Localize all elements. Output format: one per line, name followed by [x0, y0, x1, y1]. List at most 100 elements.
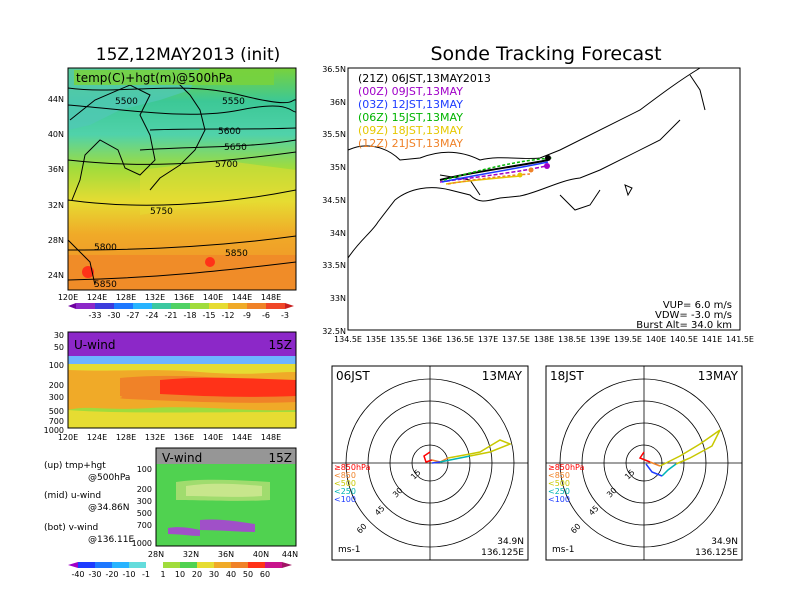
svg-text:140E: 140E	[646, 335, 666, 344]
svg-text:30: 30	[209, 570, 219, 579]
svg-text:VDW= -3.0 m/s: VDW= -3.0 m/s	[655, 310, 732, 321]
track-map-lat-ticks: 36.5N 36N 35.5N 35N 34.5N 34N 33.5N 33N …	[322, 65, 346, 336]
svg-text:-18: -18	[183, 311, 196, 320]
svg-text:5850: 5850	[225, 249, 248, 259]
svg-text:<500: <500	[548, 479, 570, 488]
svg-text:60: 60	[260, 570, 270, 579]
track-15jst	[443, 157, 553, 181]
svg-text:40: 40	[226, 570, 236, 579]
svg-text:124E: 124E	[87, 293, 107, 302]
hodo2-loc2: 136.125E	[695, 548, 738, 558]
svg-text:-6: -6	[262, 311, 270, 320]
svg-text:5750: 5750	[150, 207, 173, 217]
svg-text:≥850hPa: ≥850hPa	[548, 463, 585, 472]
svg-text:-30: -30	[88, 570, 101, 579]
svg-text:140E: 140E	[203, 293, 223, 302]
hodo2-date: 13MAY	[698, 369, 739, 383]
svg-text:300: 300	[137, 497, 152, 506]
panel-legend-text: (up) tmp+hgt @500hPa (mid) u-wind @34.86…	[44, 461, 134, 545]
vwind-colorbar-labels: -40 -30 -20 -10 -1 1 10 20 30 40 50 60	[71, 570, 270, 579]
svg-text:40N: 40N	[253, 550, 269, 559]
svg-text:500: 500	[49, 407, 64, 416]
svg-text:138E: 138E	[534, 335, 554, 344]
svg-text:1000: 1000	[44, 426, 64, 435]
svg-text:139E: 139E	[590, 335, 610, 344]
hodo1-unit: ms-1	[338, 545, 360, 555]
hodograph-18jst	[545, 365, 743, 561]
svg-text:(up) tmp+hgt: (up) tmp+hgt	[44, 461, 106, 471]
svg-text:135E: 135E	[366, 335, 386, 344]
svg-text:132E: 132E	[145, 433, 165, 442]
legend-18jst: (09Z) 18JST,13MAY	[358, 124, 463, 137]
svg-text:5800: 5800	[94, 243, 117, 253]
legend-12jst: (03Z) 12JST,13MAY	[358, 98, 463, 111]
legend-09jst: (00Z) 09JST,13MAY	[358, 85, 463, 98]
svg-text:40N: 40N	[48, 130, 64, 139]
hodo2-unit: ms-1	[552, 545, 574, 555]
svg-text:132E: 132E	[145, 293, 165, 302]
hodo2-level-legend: ≥850hPa <850 <500 <250 <100	[548, 463, 585, 504]
svg-text:50: 50	[243, 570, 253, 579]
hodo1-time: 06JST	[336, 369, 370, 383]
svg-text:1: 1	[160, 570, 165, 579]
svg-text:≥850hPa: ≥850hPa	[334, 463, 371, 472]
legend-21jst: (12Z) 21JST,13MAY	[358, 137, 463, 150]
svg-text:<250: <250	[548, 487, 570, 496]
uwind-time: 15Z	[269, 338, 293, 352]
hodo1-ring-labels: 15 30 45 60	[355, 468, 423, 536]
svg-text:36N: 36N	[330, 98, 346, 107]
svg-text:148E: 148E	[261, 433, 281, 442]
temp-colorbar	[68, 303, 294, 309]
svg-text:<500: <500	[334, 479, 356, 488]
svg-text:<250: <250	[334, 487, 356, 496]
svg-text:<100: <100	[334, 495, 356, 504]
svg-text:-20: -20	[105, 570, 118, 579]
track-12jst	[441, 161, 549, 183]
track-09jst	[439, 165, 547, 183]
svg-text:136E: 136E	[174, 433, 194, 442]
svg-text:-12: -12	[221, 311, 234, 320]
svg-text:144E: 144E	[232, 433, 252, 442]
vwind-panel	[155, 447, 297, 547]
svg-text:5550: 5550	[222, 97, 245, 107]
svg-text:<850: <850	[334, 471, 356, 480]
svg-text:138.5E: 138.5E	[558, 335, 586, 344]
sonde-tracks	[439, 155, 553, 185]
legend-15jst: (06Z) 15JST,13MAY	[358, 111, 463, 124]
svg-text:148E: 148E	[261, 293, 281, 302]
svg-text:32.5N: 32.5N	[322, 327, 346, 336]
svg-text:5500: 5500	[115, 97, 138, 107]
svg-text:36N: 36N	[218, 550, 234, 559]
right-title: Sonde Tracking Forecast	[430, 43, 661, 65]
hodo2-time: 18JST	[550, 369, 584, 383]
svg-text:30: 30	[54, 331, 64, 340]
svg-text:33N: 33N	[330, 294, 346, 303]
svg-text:300: 300	[49, 393, 64, 402]
svg-text:50: 50	[54, 343, 64, 352]
svg-text:135.5E: 135.5E	[390, 335, 418, 344]
track-legend: (21Z) 06JST,13MAY2013 (00Z) 09JST,13MAY …	[358, 72, 491, 150]
uwind-label: U-wind	[74, 338, 115, 352]
uwind-panel	[67, 331, 297, 429]
svg-text:-1: -1	[142, 570, 150, 579]
svg-text:@34.86N: @34.86N	[88, 503, 130, 513]
temp-map	[67, 67, 297, 291]
vwind-lat-ticks: 28N 32N 36N 40N 44N	[148, 550, 298, 559]
svg-text:-21: -21	[164, 311, 177, 320]
svg-text:-9: -9	[243, 311, 251, 320]
svg-text:28N: 28N	[148, 550, 164, 559]
svg-text:<100: <100	[548, 495, 570, 504]
vwind-colorbar	[68, 562, 292, 568]
svg-text:24N: 24N	[48, 271, 64, 280]
svg-text:128E: 128E	[116, 293, 136, 302]
temp-map-label: temp(C)+hgt(m)@500hPa	[76, 71, 233, 85]
svg-text:5600: 5600	[218, 127, 241, 137]
hodo1-level-legend: ≥850hPa <850 <500 <250 <100	[334, 463, 371, 504]
hodo1-loc2: 136.125E	[481, 548, 524, 558]
track-map	[347, 67, 741, 331]
svg-text:137.5E: 137.5E	[502, 335, 530, 344]
temp-map-lon-ticks: 120E 124E 128E 132E 136E 140E 144E 148E	[58, 293, 281, 302]
svg-text:136.5E: 136.5E	[446, 335, 474, 344]
left-title: 15Z,12MAY2013 (init)	[96, 45, 281, 65]
